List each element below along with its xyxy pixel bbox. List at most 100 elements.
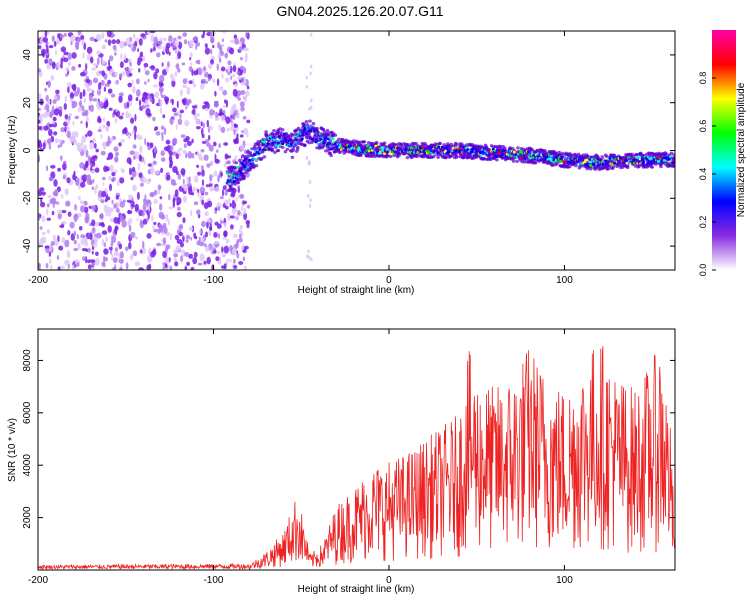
- noise-point: [119, 267, 123, 270]
- ridge-point: [380, 146, 384, 150]
- noise-point: [123, 53, 127, 61]
- noise-point: [46, 208, 49, 216]
- noise-point: [171, 151, 177, 156]
- noise-point: [226, 155, 232, 159]
- noise-point: [114, 72, 118, 77]
- noise-point: [218, 143, 222, 149]
- ridge-halo-point: [245, 162, 249, 166]
- noise-point: [61, 140, 65, 144]
- noise-point: [214, 207, 218, 212]
- noise-point: [57, 106, 63, 112]
- noise-point: [152, 84, 158, 88]
- noise-point: [177, 51, 182, 60]
- noise-point: [67, 211, 72, 217]
- noise-point: [241, 77, 244, 83]
- noise-point: [151, 163, 154, 169]
- noise-point: [170, 145, 174, 152]
- noise-point: [152, 151, 156, 159]
- noise-point: [171, 77, 176, 82]
- colorbar-tick-label: 0.0: [698, 264, 708, 277]
- ridge-halo-point: [234, 161, 239, 165]
- ridge-point: [328, 136, 332, 140]
- noise-point: [242, 256, 246, 262]
- noise-point: [47, 194, 52, 199]
- noise-point: [193, 232, 197, 239]
- colorbar-ticks: 0.0 0.2 0.4 0.6 0.8: [698, 72, 716, 277]
- noise-point: [101, 60, 106, 65]
- noise-point: [55, 49, 57, 56]
- noise-point: [116, 39, 121, 45]
- noise-point: [121, 220, 127, 228]
- noise-point: [49, 244, 52, 252]
- noise-point: [245, 90, 250, 97]
- noise-point: [49, 111, 52, 117]
- ridge-point: [225, 172, 230, 176]
- noise-point: [85, 76, 90, 80]
- noise-point: [47, 80, 51, 88]
- noise-point: [143, 92, 149, 97]
- noise-point: [230, 111, 234, 116]
- noise-point: [51, 61, 56, 70]
- noise-point: [60, 155, 63, 162]
- noise-point: [50, 75, 55, 81]
- noise-point: [310, 98, 313, 103]
- noise-point: [155, 68, 160, 74]
- noise-point: [57, 209, 62, 214]
- noise-point: [151, 97, 155, 105]
- noise-point: [203, 154, 209, 161]
- noise-point: [54, 95, 58, 100]
- noise-point: [205, 231, 208, 238]
- ridge-halo-point: [274, 135, 278, 139]
- noise-point: [241, 243, 245, 251]
- noise-point: [191, 267, 194, 270]
- noise-point: [126, 101, 130, 109]
- noise-point: [103, 86, 106, 92]
- noise-point: [123, 199, 126, 203]
- ridge-halo-point: [392, 153, 397, 158]
- noise-point: [127, 210, 131, 214]
- noise-point: [227, 60, 232, 66]
- ridge-halo-point: [442, 143, 447, 147]
- noise-point: [181, 62, 186, 66]
- noise-point: [174, 40, 180, 47]
- ridge-halo-point: [333, 133, 338, 137]
- ridge-halo-point: [325, 128, 330, 133]
- x-tick-label: -200: [28, 275, 48, 286]
- noise-point: [164, 174, 167, 178]
- noise-point: [156, 242, 162, 247]
- noise-point: [155, 170, 160, 175]
- noise-point: [200, 121, 203, 127]
- noise-point: [54, 189, 59, 197]
- noise-point: [109, 218, 114, 222]
- noise-point: [190, 192, 195, 196]
- noise-point: [140, 182, 144, 187]
- noise-point: [196, 164, 200, 168]
- noise-point: [64, 95, 68, 102]
- noise-point: [82, 144, 88, 153]
- noise-point: [199, 82, 205, 90]
- noise-point: [137, 163, 141, 171]
- noise-point: [182, 149, 187, 154]
- noise-point: [61, 221, 67, 225]
- noise-point: [45, 94, 49, 102]
- ridge-halo-point: [229, 184, 233, 188]
- noise-point: [192, 108, 196, 116]
- ridge-halo-point: [460, 142, 464, 146]
- noise-point: [76, 262, 80, 267]
- noise-point: [236, 252, 240, 259]
- colorbar-tick-label: 0.6: [698, 120, 708, 133]
- noise-point: [127, 218, 133, 225]
- noise-point: [308, 203, 312, 208]
- noise-point: [190, 237, 193, 241]
- ridge-halo-point: [650, 165, 654, 169]
- noise-point: [174, 48, 180, 52]
- noise-point: [85, 149, 89, 158]
- noise-point: [116, 207, 120, 214]
- noise-point: [175, 153, 179, 160]
- ridge-point: [247, 158, 252, 162]
- noise-point: [188, 176, 191, 183]
- noise-point: [158, 98, 161, 105]
- noise-point: [172, 137, 178, 145]
- noise-point: [137, 48, 140, 52]
- noise-point: [134, 113, 137, 122]
